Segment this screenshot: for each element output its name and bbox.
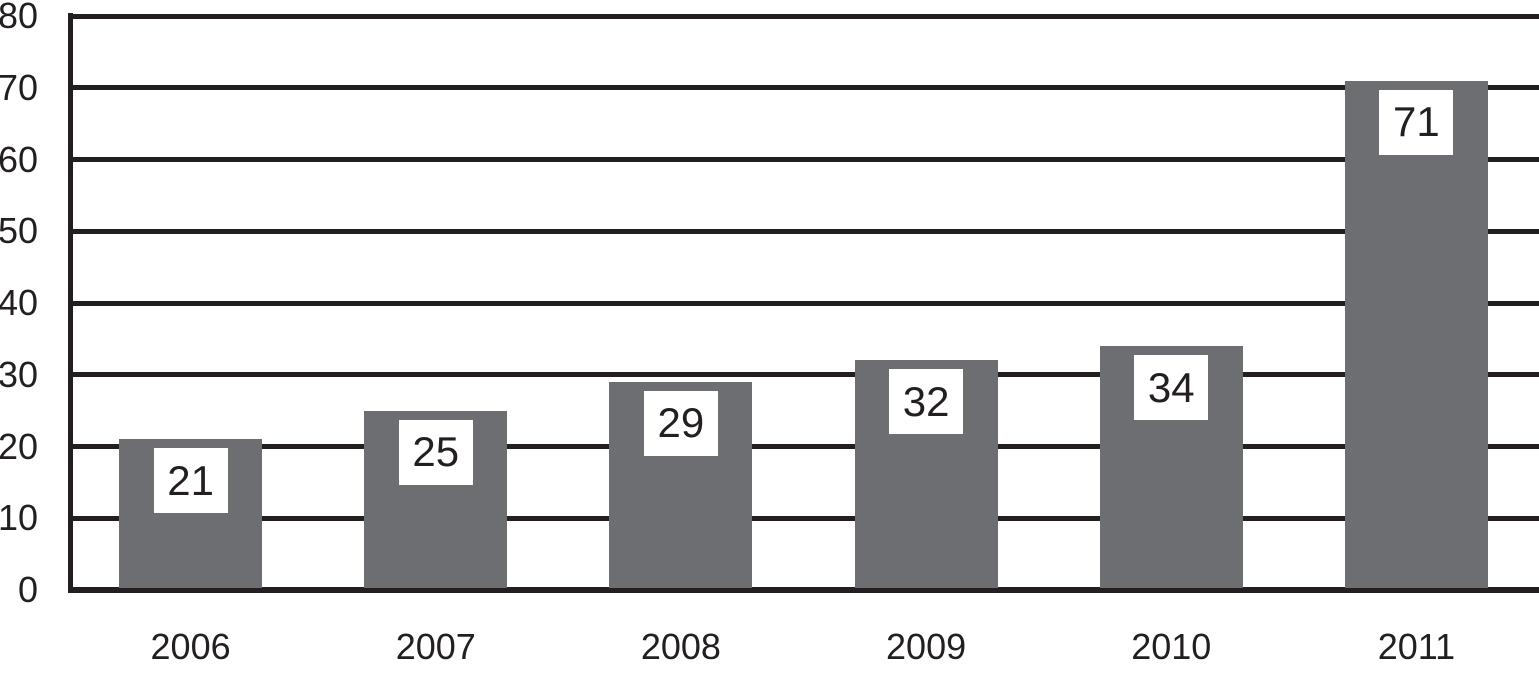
- gridline-y-60: [68, 157, 1539, 162]
- gridline-y-40: [68, 300, 1539, 306]
- x-axis-line: [68, 587, 1539, 593]
- x-axis-tick-label-2006: 2006: [150, 626, 231, 667]
- y-axis-tick-label: 0: [17, 569, 38, 610]
- bar-value-label-2009: 32: [889, 369, 964, 435]
- bar-value-label-2010: 34: [1134, 355, 1209, 421]
- y-axis-line: [68, 13, 73, 593]
- x-axis-tick-label-2007: 2007: [395, 626, 476, 667]
- bar-value-label-2011: 71: [1379, 89, 1454, 155]
- x-axis-tick-label-2011: 2011: [1377, 626, 1456, 667]
- bar-2011: [1344, 80, 1488, 588]
- y-axis-tick-label: 70: [0, 66, 38, 108]
- bar-value-label-2006: 21: [153, 448, 228, 514]
- y-axis-tick-label: 10: [0, 497, 38, 539]
- x-axis-tick-label-2010: 2010: [1131, 626, 1212, 667]
- gridline-y-80: [68, 13, 1539, 19]
- y-axis-tick-label: 60: [0, 138, 38, 180]
- y-axis-tick-label: 30: [0, 353, 38, 395]
- gridline-y-10: [68, 515, 1539, 521]
- y-axis-tick-label: 80: [0, 0, 38, 36]
- y-axis-tick-label: 40: [0, 282, 38, 323]
- bar-value-label-2007: 25: [398, 419, 473, 485]
- gridline-y-30: [68, 372, 1539, 378]
- bar-value-label-2008: 29: [643, 390, 718, 456]
- x-axis-tick-label-2008: 2008: [640, 626, 721, 667]
- gridline-y-70: [68, 85, 1539, 91]
- gridline-y-20: [68, 444, 1539, 449]
- gridline-y-50: [68, 228, 1539, 234]
- x-axis-tick-label-2009: 2009: [886, 626, 967, 667]
- y-axis-tick-label: 20: [0, 425, 38, 467]
- y-axis-tick-label: 50: [0, 210, 38, 252]
